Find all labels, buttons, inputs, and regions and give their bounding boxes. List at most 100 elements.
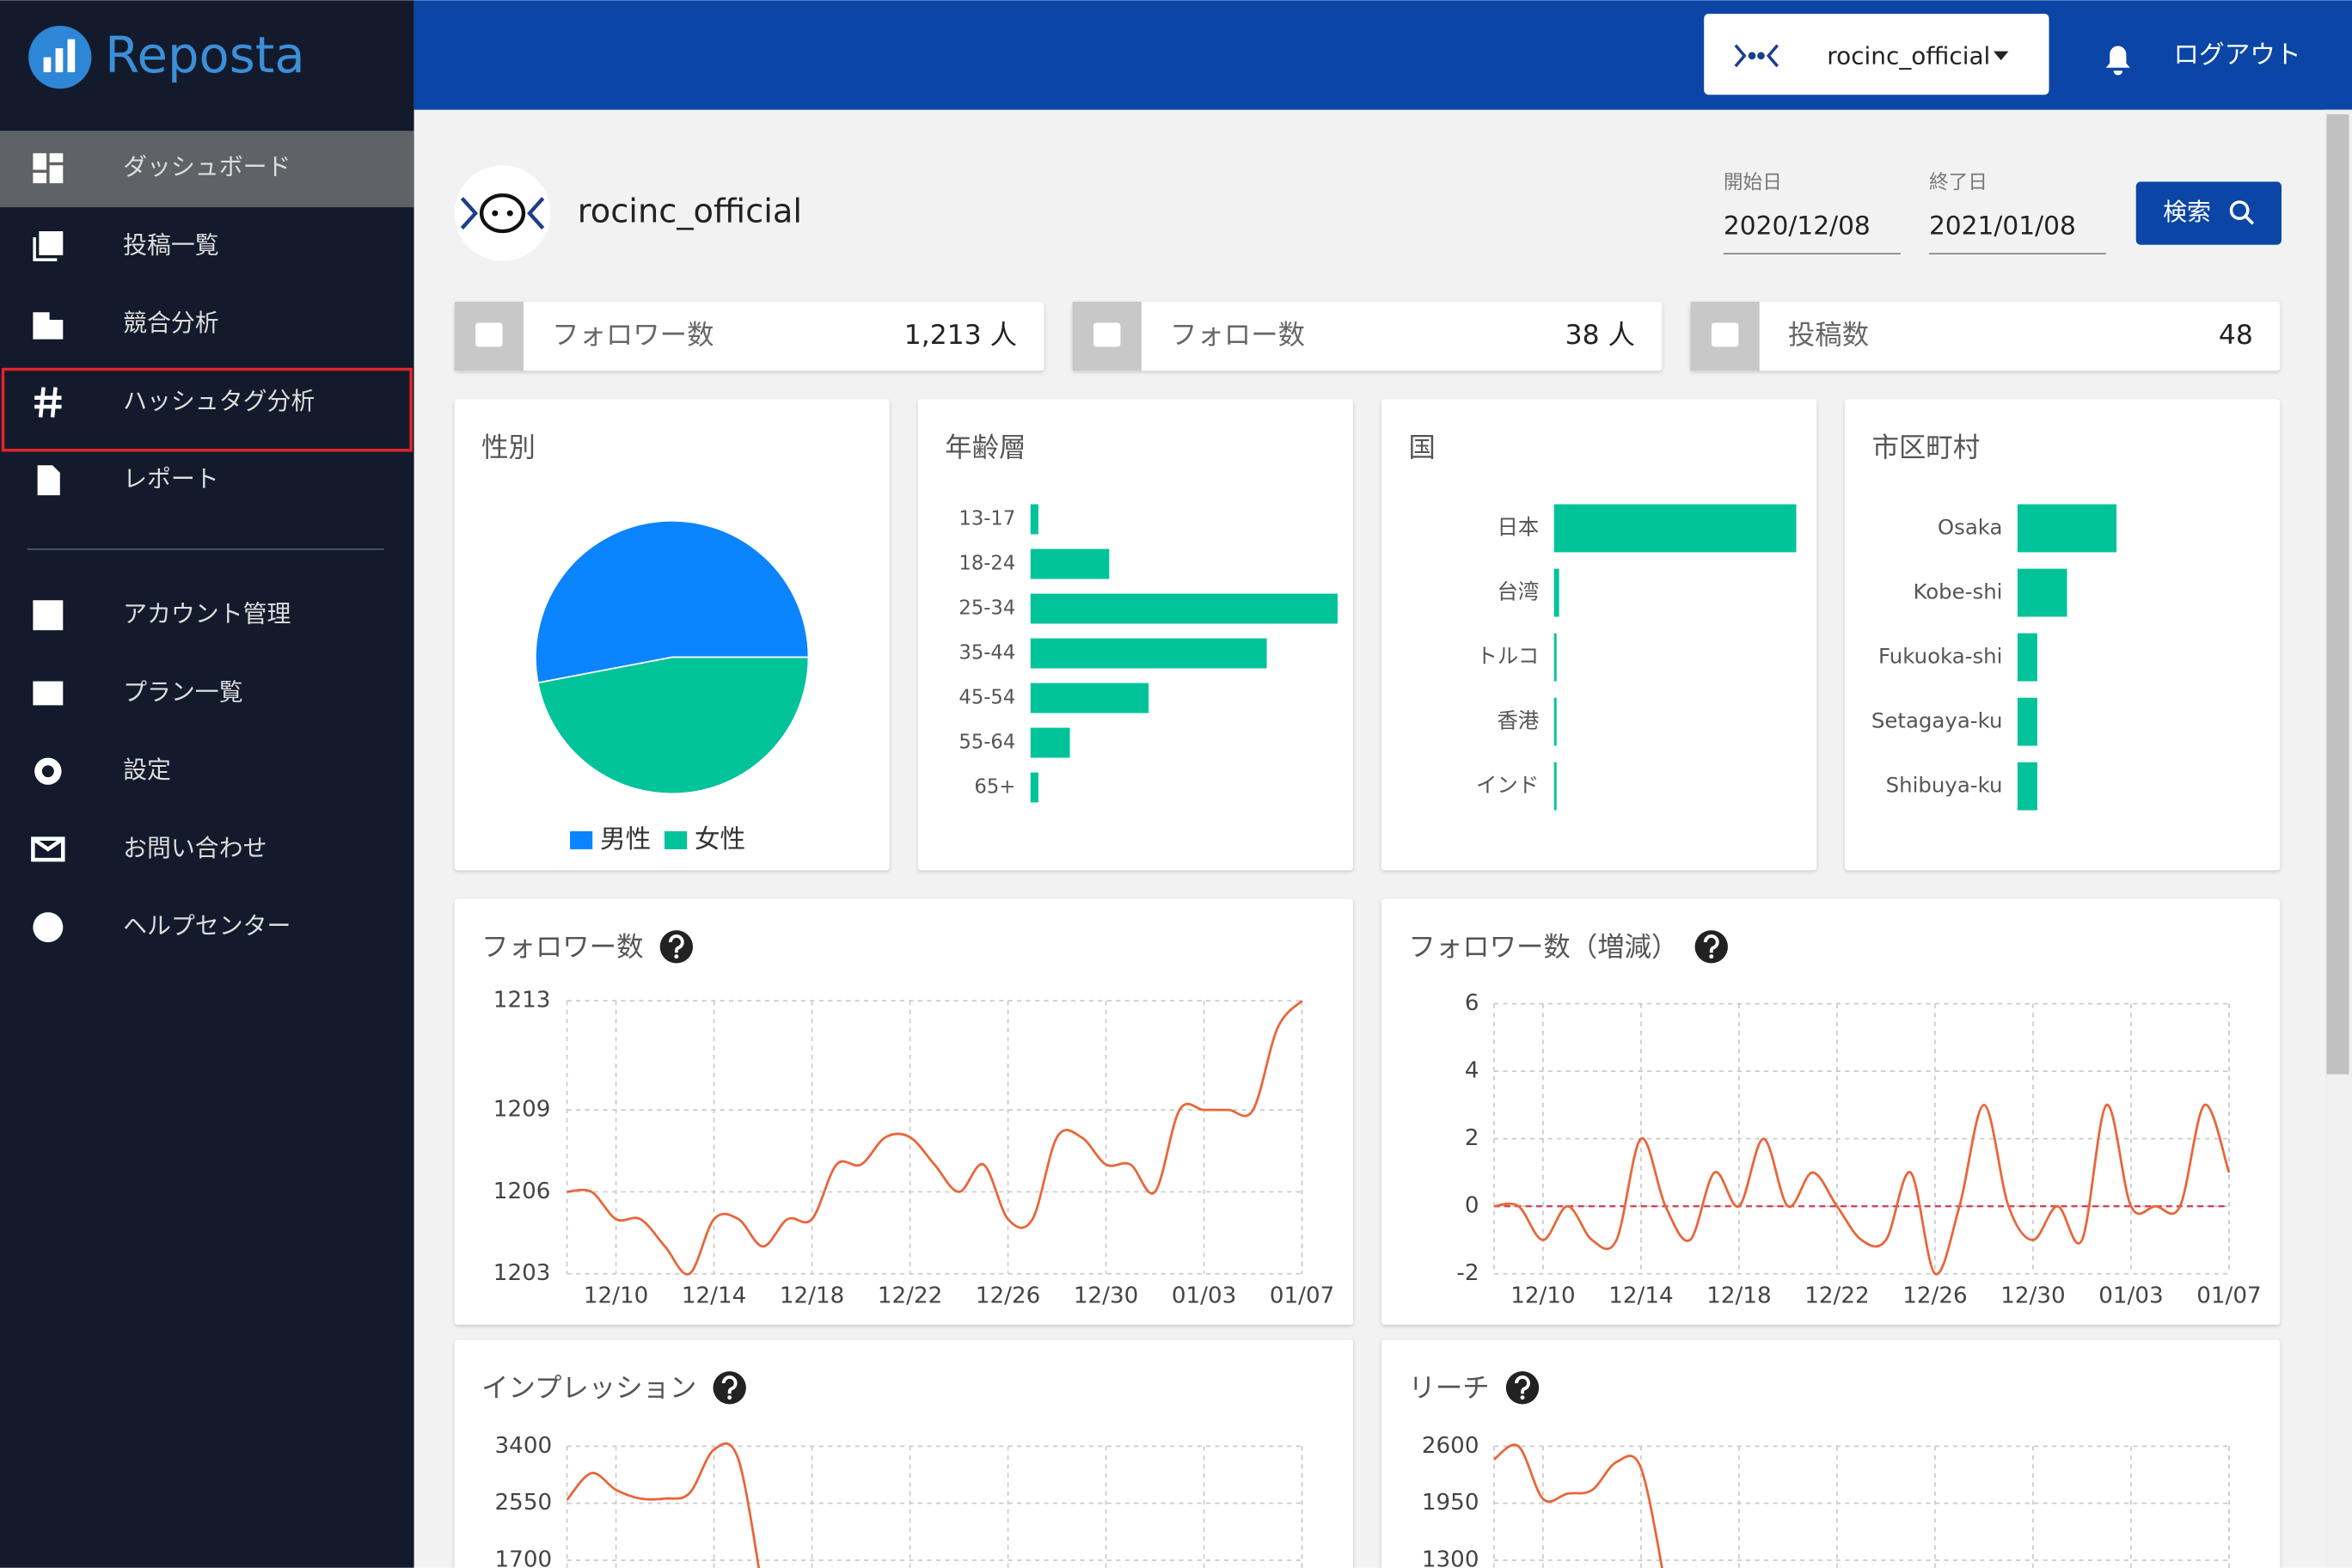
help-glyph	[1515, 1375, 1530, 1394]
y-tick-label: 1700	[495, 1547, 553, 1568]
help-dot	[1709, 954, 1714, 959]
pie-slice	[535, 519, 810, 684]
y-tick-label: 0	[1465, 1193, 1479, 1219]
end-date[interactable]: 2021/01/08	[1929, 210, 2076, 240]
y-tick-label: 1203	[493, 1260, 551, 1286]
legend-label: 男性	[600, 824, 651, 854]
x-tick-label: 01/07	[1270, 1283, 1334, 1308]
menu-item[interactable]: お問い合わせ	[123, 834, 266, 862]
card	[1381, 399, 1817, 871]
x-tick-label: 12/22	[1804, 1283, 1869, 1308]
x-tick-label: 12/30	[2000, 1283, 2065, 1308]
help-icon[interactable]	[713, 1371, 746, 1405]
chart-card: 市区町村 Osaka Kobe-shi Fukuoka-shi Setagaya-ku S…	[1845, 399, 2281, 871]
menu-item[interactable]: 設定	[123, 756, 171, 784]
menu-item[interactable]: プラン一覧	[123, 677, 243, 706]
chart-title: 年齢層	[945, 432, 1026, 463]
profile-name: rocinc_official	[578, 193, 802, 231]
bar	[2017, 633, 2037, 682]
stat-label: 投稿数	[1788, 320, 1869, 351]
start-date[interactable]: 2020/12/08	[1724, 210, 1871, 240]
active-menu-bg	[0, 131, 414, 208]
x-tick-label: 12/14	[1608, 1283, 1673, 1308]
stat-icon	[1093, 322, 1121, 347]
scrollbar-thumb[interactable]	[2326, 113, 2349, 1075]
header	[413, 0, 2352, 110]
legend-label: 女性	[695, 824, 745, 854]
menu-item[interactable]: 競合分析	[123, 309, 219, 337]
chart-title: 市区町村	[1872, 432, 1981, 463]
search-button[interactable]	[2135, 181, 2282, 245]
chart-card: 年齢層 13-17 18-24 25-34 35-44 45-54 55-64 65+	[917, 399, 1353, 871]
search-icon	[2229, 200, 2255, 225]
y-tick-label: 2	[1465, 1125, 1479, 1151]
chart-title: リーチ	[1408, 1373, 1489, 1404]
legend-swatch	[664, 830, 688, 849]
stat-label: フォロー数	[1170, 320, 1305, 351]
card	[917, 399, 1353, 871]
account-selector[interactable]	[1704, 13, 2049, 95]
highlight-box	[1, 367, 413, 452]
y-tick-label: 6	[1465, 990, 1479, 1016]
line	[567, 1000, 1303, 1276]
chart-card: フォロワー数（増減） -2 0 2 4 6 12/10 12/14 12/18 12/22 12/2…	[1381, 898, 2281, 1326]
help-dot	[727, 1395, 732, 1400]
menu-icon	[37, 465, 60, 496]
menu-item[interactable]: アカウント管理	[123, 600, 291, 628]
category-label: 香港	[1497, 708, 1539, 733]
avatar	[454, 165, 551, 261]
x-tick-label: 12/10	[584, 1283, 648, 1308]
pie-slice	[536, 656, 810, 795]
x-tick-label: 01/03	[2098, 1283, 2163, 1308]
bar	[1030, 683, 1149, 714]
category-label: 18-24	[959, 553, 1015, 575]
menu-item[interactable]: ダッシュボード	[123, 153, 291, 181]
y-tick-label: 1950	[1422, 1490, 1479, 1516]
menu-item[interactable]: レポート	[123, 465, 219, 493]
chart-title: フォロワー数（増減）	[1408, 932, 1678, 963]
search-label[interactable]: 検索	[2163, 198, 2211, 226]
x-tick-label: 12/10	[1510, 1283, 1575, 1308]
x-tick-label: 12/22	[878, 1283, 942, 1308]
y-tick-label: 2550	[495, 1490, 553, 1516]
brand: Reposta	[105, 27, 304, 84]
help-icon[interactable]	[659, 930, 694, 964]
logout[interactable]: ログアウト	[2173, 39, 2300, 69]
card	[1381, 1339, 2281, 1568]
menu-icon	[33, 312, 64, 340]
chart-card: リーチ 1300 1950 2600	[1381, 1339, 2281, 1568]
y-tick-label: -2	[1456, 1260, 1479, 1286]
category-label: 65+	[974, 776, 1015, 799]
stat-icon	[1711, 322, 1739, 347]
category-label: Fukuoka-shi	[1878, 644, 2002, 669]
bell-icon[interactable]	[2105, 46, 2130, 76]
category-label: Setagaya-ku	[1871, 708, 2003, 733]
bar	[1030, 548, 1110, 579]
category-label: インド	[1476, 773, 1539, 798]
start-label: 開始日	[1724, 172, 1782, 194]
y-tick-label: 2600	[1422, 1433, 1479, 1459]
x-tick-label: 12/18	[780, 1283, 844, 1308]
stat-icon	[475, 322, 503, 347]
y-tick-label: 4	[1465, 1058, 1479, 1084]
end-label: 終了日	[1929, 172, 1988, 194]
chart-title: 国	[1408, 432, 1435, 463]
menu-item[interactable]: 投稿一覧	[123, 230, 219, 259]
sidebar	[0, 0, 414, 1568]
menu-item[interactable]: ヘルプセンター	[123, 912, 291, 940]
menu-item[interactable]: ハッシュタグ分析	[123, 387, 315, 415]
bar	[1553, 504, 1797, 553]
account-name[interactable]: rocinc_official	[1827, 42, 1990, 70]
x-tick-label: 01/03	[1172, 1283, 1236, 1308]
avatar-icon	[460, 193, 545, 234]
help-icon[interactable]	[1694, 930, 1728, 964]
help-icon[interactable]	[1505, 1371, 1540, 1405]
card	[1845, 399, 2281, 871]
bar	[2017, 697, 2037, 746]
bar	[1553, 633, 1557, 682]
stat-label: フォロワー数	[552, 320, 714, 351]
help-dot	[674, 954, 679, 959]
